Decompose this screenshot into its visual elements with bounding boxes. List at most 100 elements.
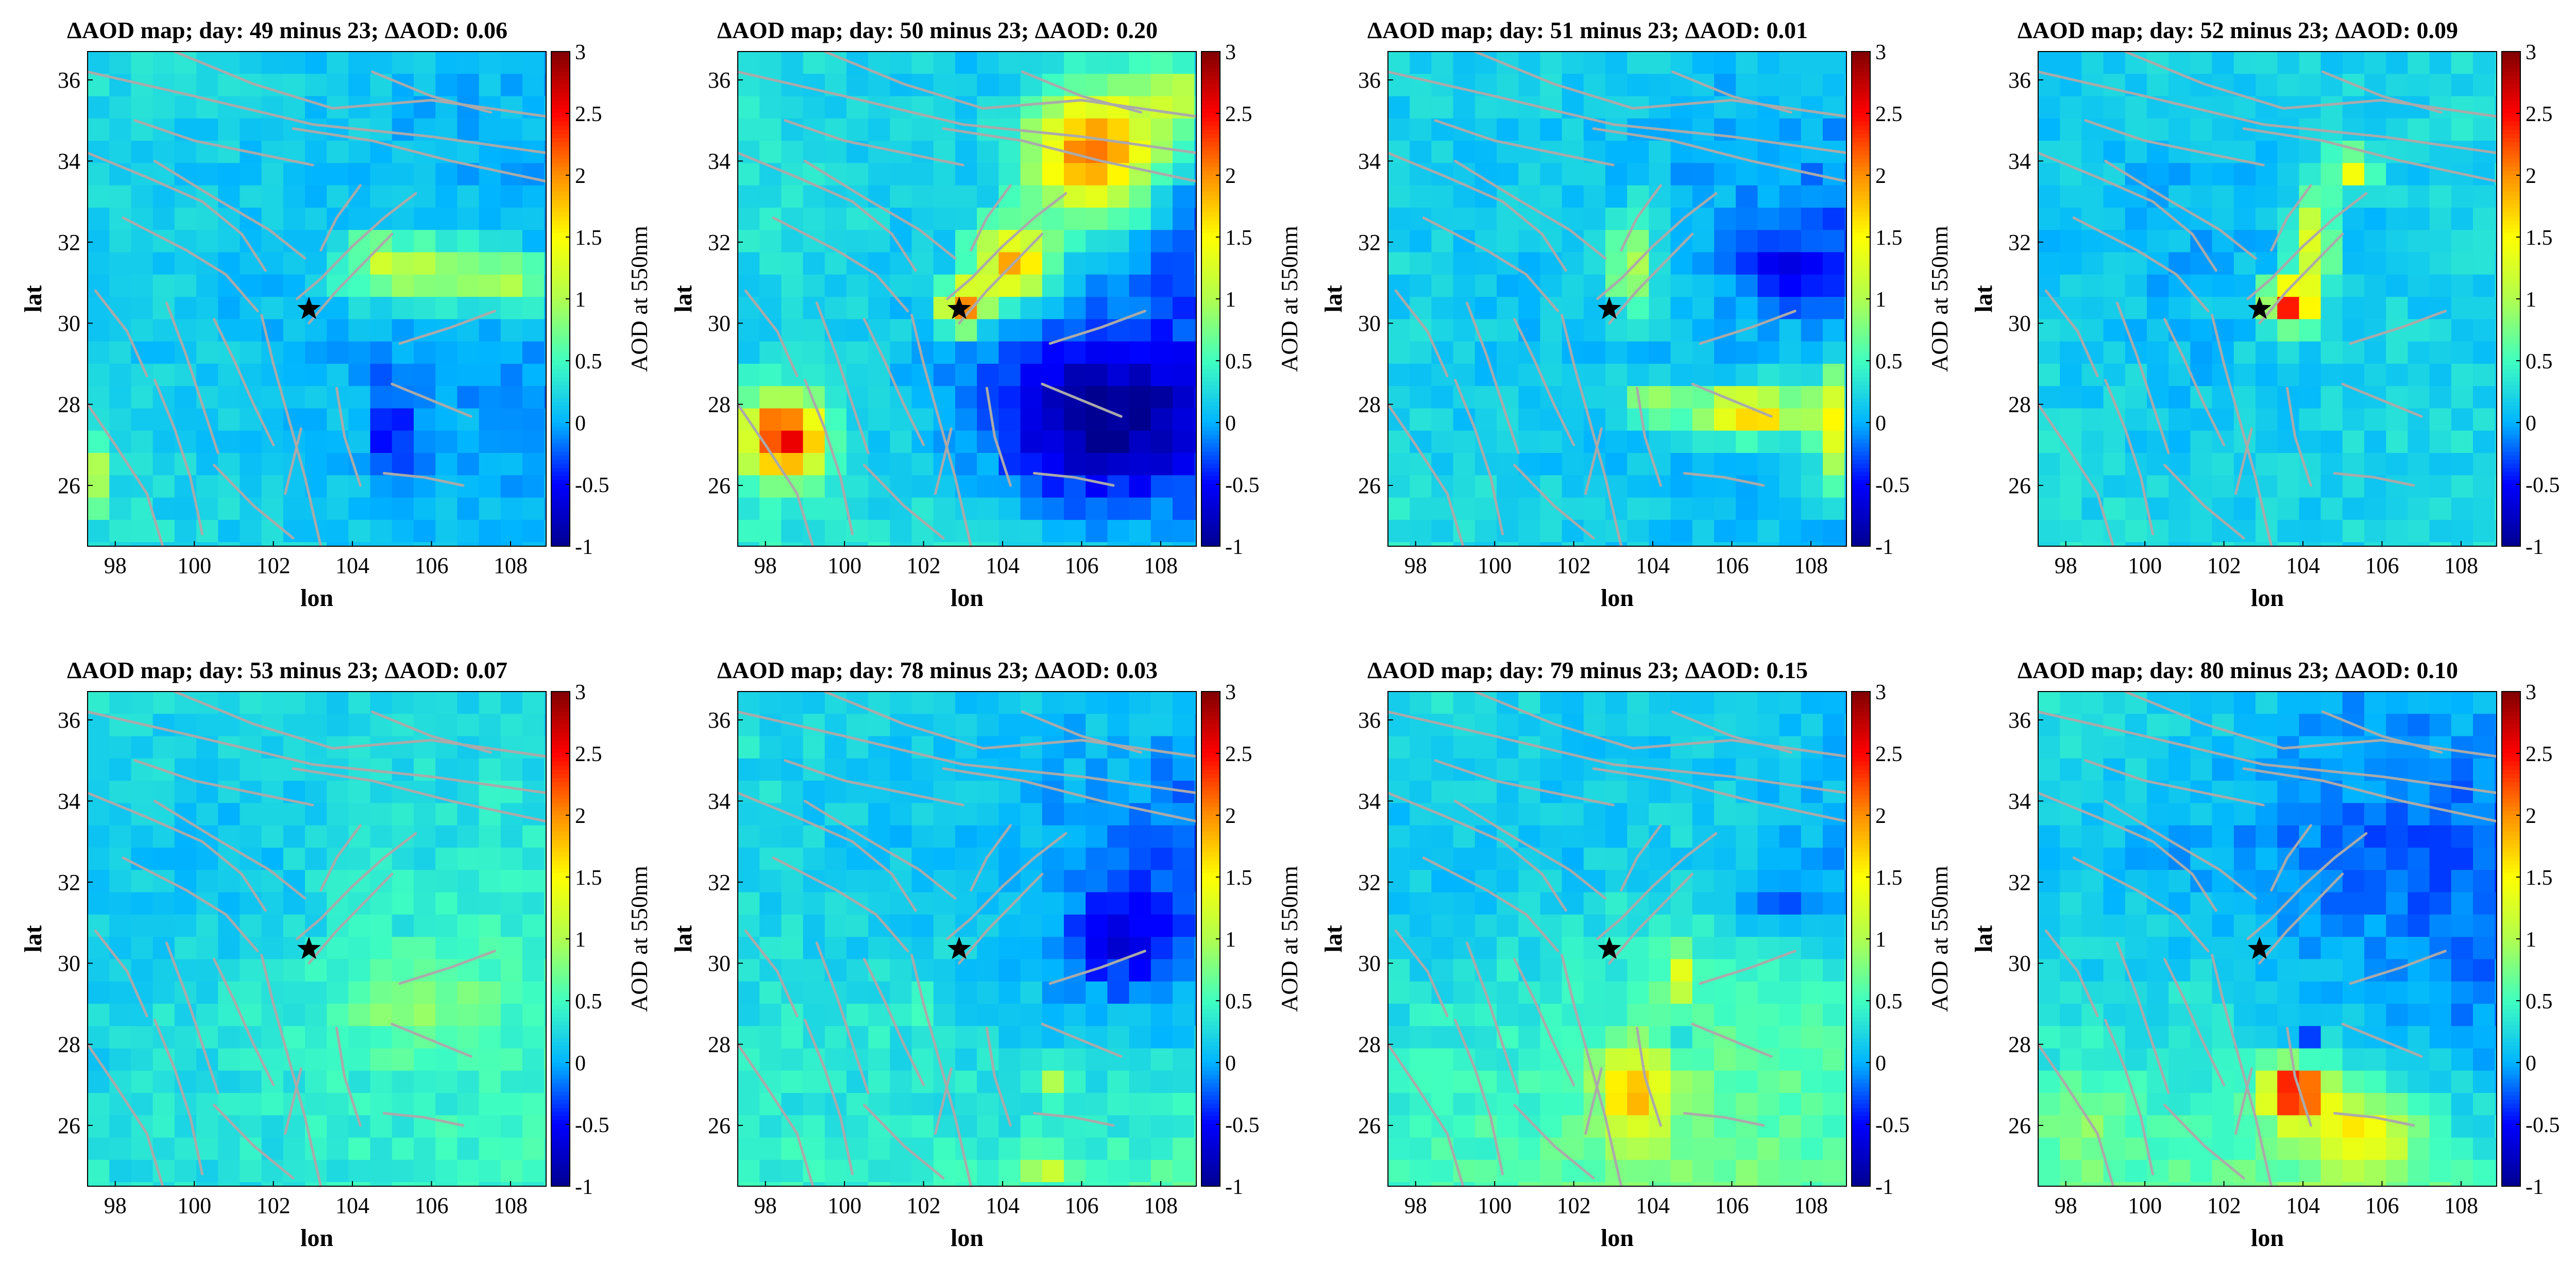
heatmap-cell [977,363,999,386]
heatmap-cell [738,118,760,141]
heatmap-cell [131,542,154,546]
colorbar-segment [1852,869,1870,873]
heatmap-cell [738,1159,760,1183]
heatmap-cell [1779,892,1802,915]
heatmap-cell [2060,519,2082,543]
heatmap-cell [500,363,523,386]
heatmap-cell [1670,870,1693,893]
heatmap-cell [435,52,458,75]
heatmap-cell [1627,1137,1650,1160]
heatmap-cell [2190,519,2213,543]
heatmap-cell [544,363,546,386]
heatmap-cell [1649,848,1671,871]
colorbar-tick-label: 3 [1225,681,1236,704]
heatmap-cell [1844,714,1846,737]
heatmap-cell [1086,542,1108,546]
heatmap-cell [1779,981,1802,1004]
heatmap-cell [1453,1093,1476,1116]
heatmap-cell [1692,163,1715,186]
heatmap-cell [392,736,414,759]
heatmap-cell [1540,1182,1563,1186]
heatmap-cell [2342,52,2365,75]
colorbar-segment [1852,336,1870,341]
heatmap-cell [522,1137,545,1160]
colorbar-segment [1852,303,1870,308]
heatmap-cell [305,341,327,364]
heatmap-cell [261,803,284,826]
heatmap-cell [1692,892,1715,915]
heatmap-cell [781,892,804,915]
heatmap-cell [131,736,154,759]
heatmap-cell [1431,1048,1454,1071]
heatmap-cell [1518,319,1541,342]
heatmap-cell [240,1182,262,1186]
heatmap-cell [759,297,782,320]
heatmap-cell [2429,497,2452,520]
heatmap-cell [1844,542,1846,546]
heatmap-cell [109,519,132,543]
colorbar-segment [1852,881,1870,886]
heatmap-cell [1714,892,1736,915]
heatmap-cell [911,542,934,546]
heatmap-cell [544,430,546,453]
heatmap-cell [1540,252,1563,275]
colorbar-segment [551,344,570,349]
heatmap-cell [2299,163,2321,186]
heatmap-cell [305,1070,327,1093]
heatmap-cell [1779,319,1802,342]
heatmap-cell [1150,937,1173,960]
heatmap-cell [1173,1115,1195,1138]
fault-line [910,954,973,1186]
colorbar-segment [1852,369,1870,374]
colorbar-segment [1201,266,1220,271]
fault-line [1691,382,1773,418]
colorbar-segment [1201,497,1220,501]
heatmap-cell [414,274,436,297]
colorbar-segment [551,828,570,832]
heatmap-cell [500,1026,523,1049]
heatmap-cell [846,1115,869,1138]
fault-line [1608,872,1694,965]
panel-title: ΔAOD map; day: 49 minus 23; ΔAOD: 0.06 [67,17,507,43]
heatmap-cell [1779,1137,1802,1160]
heatmap-cell [261,825,284,848]
heatmap-cell [544,297,546,320]
heatmap-cell [1627,163,1650,186]
heatmap-cell [2212,274,2234,297]
colorbar-segment [551,766,570,770]
heatmap-cell [868,118,891,141]
heatmap-cell [500,825,523,848]
heatmap-cell [196,870,218,893]
heatmap-cell [846,1003,869,1026]
colorbar-segment [1852,456,1870,460]
heatmap-cell [2277,163,2300,186]
fault-line [1584,1067,1603,1135]
heatmap-cell [1107,74,1130,97]
heatmap-cell [1431,386,1454,409]
heatmap-cell [1194,542,1196,546]
heatmap-cell [1583,1137,1606,1160]
colorbar-segment [551,489,570,493]
colorbar-segment [1852,538,1870,543]
heatmap-cell [911,497,934,520]
x-tick-label: 98 [754,1193,777,1218]
heatmap-cell [2103,141,2126,164]
heatmap-cell [392,1003,414,1026]
colorbar-segment [2502,188,2520,192]
heatmap-cell [2320,408,2343,431]
heatmap-cell [1150,475,1173,498]
heatmap-cell [1844,274,1846,297]
colorbar-segment [1852,1009,1870,1014]
heatmap-cell [1801,736,1823,759]
heatmap-cell [1583,519,1606,543]
heatmap-cell [348,386,371,409]
colorbar-segment [1201,68,1220,73]
heatmap-cell [2386,408,2409,431]
heatmap-cell [1173,870,1195,893]
heatmap-cell [890,52,912,75]
heatmap-cell [174,914,197,937]
heatmap-cell [1020,803,1043,826]
heatmap-cell [738,1137,760,1160]
heatmap-cell [781,319,804,342]
